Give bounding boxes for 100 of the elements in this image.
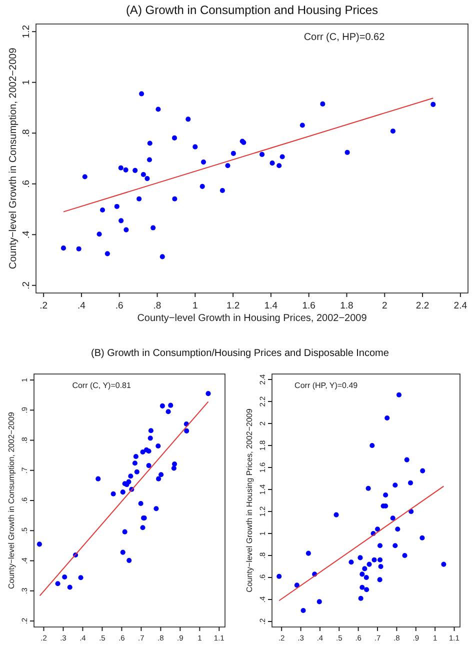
x-tick-label: 1.8 <box>340 300 354 312</box>
point <box>294 582 300 588</box>
point <box>136 196 142 202</box>
point <box>172 196 178 202</box>
point <box>344 150 350 155</box>
x-tick-label: 1.2 <box>226 300 240 312</box>
x-tick-label: .8 <box>153 300 162 312</box>
point <box>76 246 82 252</box>
y-tick-label: 1.2 <box>21 25 32 38</box>
x-tick-label: .6 <box>115 300 124 312</box>
point <box>114 204 120 209</box>
point <box>184 428 190 434</box>
point <box>306 550 311 556</box>
y-tick-label: 1 <box>21 80 32 86</box>
point <box>374 526 380 532</box>
point <box>110 491 116 496</box>
point <box>390 128 396 134</box>
point <box>139 91 144 96</box>
point <box>140 172 146 178</box>
point <box>123 167 128 172</box>
point <box>96 476 101 482</box>
point <box>396 392 402 398</box>
point <box>384 415 390 421</box>
point <box>96 232 102 237</box>
x-tick-label: 2.2 <box>416 300 430 312</box>
x-tick-label: 2 <box>382 300 388 312</box>
point <box>172 462 178 467</box>
point <box>395 526 400 532</box>
point <box>360 584 365 590</box>
point <box>420 535 425 540</box>
point <box>366 486 371 491</box>
point <box>78 575 84 580</box>
point <box>148 428 154 434</box>
point <box>364 574 369 580</box>
x-tick-label: 2.4 <box>454 300 468 312</box>
point <box>300 608 306 614</box>
annotation: Corr (HP, Y)=0.49 <box>294 381 358 390</box>
point <box>230 150 236 156</box>
point <box>300 122 305 128</box>
point <box>124 227 129 232</box>
point <box>172 135 178 140</box>
x-axis-title: County−level Growth in Housing Prices, 2002−2009 <box>137 313 368 324</box>
point <box>118 165 124 170</box>
point <box>132 168 138 173</box>
point <box>62 574 68 580</box>
point <box>118 218 124 224</box>
point <box>140 449 146 455</box>
point <box>348 560 354 565</box>
y-tick-label: .8 <box>21 129 32 138</box>
point <box>147 140 152 146</box>
point <box>377 543 383 548</box>
point <box>120 490 126 495</box>
y-tick-label: .4 <box>21 230 32 239</box>
point <box>138 500 144 506</box>
point <box>334 512 339 518</box>
y-tick-label: .2 <box>21 281 32 290</box>
point <box>128 474 134 479</box>
x-tick-label: 1.6 <box>302 300 316 312</box>
x-tick-label: 1 <box>192 300 198 312</box>
point <box>166 409 171 414</box>
point <box>408 480 414 486</box>
annotation: Corr (C, HP)=0.62 <box>304 32 386 43</box>
point <box>404 457 410 462</box>
point <box>225 163 230 168</box>
point <box>420 468 426 474</box>
y-axis-title: County−level Growth in Consumption, 2002−2009 <box>7 411 16 589</box>
point <box>148 436 153 441</box>
point <box>276 163 282 168</box>
point <box>60 246 66 251</box>
point <box>82 174 88 180</box>
y-axis-title: County−level Growth in Consumption, 2002−2009 <box>8 47 19 270</box>
point <box>160 403 165 408</box>
point <box>133 454 138 460</box>
point <box>366 562 372 567</box>
point <box>358 555 363 560</box>
point <box>220 188 225 193</box>
point <box>316 599 322 604</box>
point <box>377 557 383 562</box>
point <box>146 157 152 162</box>
x-tick-label: .2 <box>40 300 48 312</box>
x-tick-label: .4 <box>78 300 86 312</box>
point <box>364 587 370 592</box>
annotation: Corr (C, Y)=0.81 <box>72 381 132 390</box>
point <box>100 208 106 213</box>
point <box>270 160 275 166</box>
point <box>122 529 128 534</box>
point <box>378 564 384 570</box>
point <box>377 577 382 582</box>
point <box>154 506 159 512</box>
point <box>160 254 165 260</box>
point <box>276 574 282 579</box>
point <box>158 472 164 478</box>
point <box>120 550 126 555</box>
point <box>392 482 398 488</box>
point <box>150 225 156 230</box>
point <box>200 160 206 165</box>
point <box>441 562 446 567</box>
point <box>186 116 191 122</box>
point <box>36 542 42 547</box>
point <box>156 106 161 112</box>
